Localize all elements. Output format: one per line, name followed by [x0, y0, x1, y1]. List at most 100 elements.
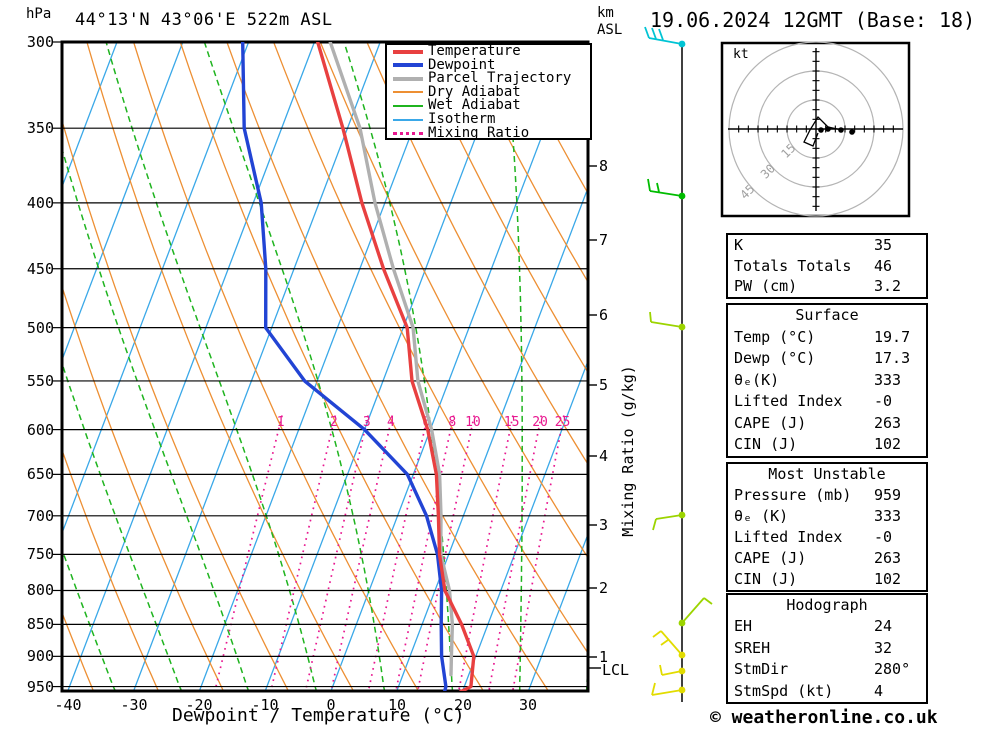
table-row: Lifted Index -0 — [728, 527, 926, 548]
mixing-ratio-label: 3 — [363, 415, 371, 430]
dewpoint-curve — [240, 42, 448, 691]
pressure-tick-label: 300 — [26, 33, 54, 51]
stat-value: 263 — [874, 549, 902, 567]
hodograph-dot — [849, 129, 855, 135]
legend-label: Dewpoint — [428, 56, 496, 73]
table-section-title: Most Unstable — [768, 465, 886, 483]
legend-item: Wet Adiabat — [387, 97, 590, 114]
hodograph-unit-label: kt — [733, 47, 749, 62]
stat-label: CAPE (J) — [734, 413, 807, 432]
x-axis-title: Dewpoint / Temperature (°C) — [172, 705, 465, 726]
legend-swatch-icon — [393, 91, 423, 94]
stat-label: Dewp (°C) — [734, 349, 816, 368]
mixing-ratio-label: 8 — [448, 415, 456, 430]
copyright: © weatheronline.co.uk — [710, 707, 938, 728]
temperature-tick-label: -20 — [185, 696, 213, 714]
temperature-tick-label: -40 — [54, 696, 82, 714]
km-tick-label: 5 — [599, 376, 609, 394]
temperature-tick-label: 20 — [453, 696, 473, 714]
stat-label: StmSpd (kt) — [734, 681, 834, 700]
table-row: SREH 32 — [728, 638, 926, 659]
temperature-tick-label: 0 — [326, 696, 336, 714]
pressure-tick-label: 400 — [26, 194, 54, 212]
hodograph-ring-label: 45 — [737, 182, 757, 202]
stat-label: Pressure (mb) — [734, 486, 852, 504]
legend-swatch-icon — [393, 76, 423, 81]
table-row: PW (cm) 3.2 — [728, 276, 926, 297]
pressure-tick-label: 600 — [26, 421, 54, 439]
wind-barb-icon — [649, 311, 686, 331]
altitude-axis-unit-asl: ASL — [597, 22, 623, 38]
legend-label: Mixing Ratio — [428, 124, 530, 141]
stats-table-section: Surface Temp (°C) 19.7 Dewp (°C) 17.3 θₑ(K) 33… — [726, 303, 928, 458]
legend-swatch-icon — [393, 118, 423, 121]
wind-barb-icon — [652, 630, 686, 659]
stat-value: 4 — [874, 681, 884, 700]
mixing-ratio-label: 25 — [555, 415, 571, 430]
table-row: Dewp (°C) 17.3 — [728, 348, 926, 370]
pressure-axis-unit: hPa — [26, 6, 52, 22]
temperature-tick-label: 30 — [518, 696, 538, 714]
parcel-trajectory-curve — [328, 42, 455, 677]
pressure-tick-label: 350 — [26, 119, 54, 137]
table-row: Temp (°C) 19.7 — [728, 327, 926, 349]
km-tick-label: 3 — [599, 516, 609, 534]
stat-value: 333 — [874, 370, 902, 389]
stat-label: Totals Totals — [734, 256, 852, 275]
pressure-tick-label: 450 — [26, 260, 54, 278]
stat-label: EH — [734, 617, 753, 636]
stat-label: PW (cm) — [734, 277, 798, 296]
stat-value: 24 — [874, 617, 893, 636]
stat-value: 102 — [874, 435, 902, 454]
mixing-ratio-label: 20 — [532, 415, 548, 430]
table-section-title: Surface — [795, 306, 859, 324]
stat-label: CAPE (J) — [734, 549, 807, 567]
stats-table-section: K 35 Totals Totals 46 PW (cm) 3.2 — [726, 233, 928, 299]
pressure-tick-label: 850 — [26, 615, 54, 633]
stat-value: 17.3 — [874, 349, 911, 368]
table-row: θₑ (K) 333 — [728, 506, 926, 527]
stat-value: 32 — [874, 638, 893, 657]
legend-label: Wet Adiabat — [428, 97, 521, 114]
stat-label: StmDir — [734, 660, 789, 679]
mixing-ratio-label: 15 — [504, 415, 520, 430]
pressure-tick-label: 550 — [26, 372, 54, 390]
datetime-label: 19.06.2024 12GMT (Base: 18) — [650, 8, 976, 32]
stat-label: CIN (J) — [734, 570, 798, 588]
stat-value: 3.2 — [874, 277, 902, 296]
mixing-ratio-label: 10 — [465, 415, 481, 430]
pressure-tick-label: 700 — [26, 507, 54, 525]
stat-label: Lifted Index — [734, 392, 843, 411]
stat-label: CIN (J) — [734, 435, 798, 454]
table-row: K 35 — [728, 235, 926, 256]
km-tick-label: 6 — [599, 306, 609, 324]
hodograph-dot — [838, 127, 844, 133]
legend-item: Mixing Ratio — [387, 126, 590, 140]
pressure-tick-label: 950 — [26, 678, 54, 696]
legend-label: Parcel Trajectory — [428, 70, 572, 87]
stat-value: 35 — [874, 236, 893, 254]
legend-swatch-icon — [393, 63, 423, 68]
legend-item: Dewpoint — [387, 56, 590, 73]
legend-label: Temperature — [428, 43, 521, 60]
wind-barb-icon — [651, 682, 686, 696]
table-row: CAPE (J) 263 — [728, 548, 926, 569]
legend-item: Isotherm — [387, 112, 590, 127]
km-tick-label: 1 — [599, 648, 609, 666]
altitude-axis-unit-km: km — [597, 5, 614, 21]
hodograph-dot — [825, 126, 831, 132]
table-section-title: Hodograph — [786, 596, 868, 614]
stats-table-section: Hodograph EH 24 SREH 32 StmDir 280° StmSpd (kt)… — [726, 593, 928, 704]
mixing-ratio-label: 1 — [277, 415, 285, 430]
stat-value: 333 — [874, 507, 902, 525]
hodograph-dot — [818, 127, 824, 133]
page-title: 44°13'N 43°06'E 522m ASL — [75, 10, 333, 30]
stats-table-section: Most Unstable Pressure (mb) 959 θₑ (K) 333 Li… — [726, 462, 928, 592]
mixing-ratio-label: 2 — [330, 415, 338, 430]
hodograph-ring-label: 30 — [758, 161, 778, 181]
table-row: Lifted Index -0 — [728, 391, 926, 413]
sounding-curves — [240, 42, 476, 691]
legend-label: Dry Adiabat — [428, 83, 521, 100]
